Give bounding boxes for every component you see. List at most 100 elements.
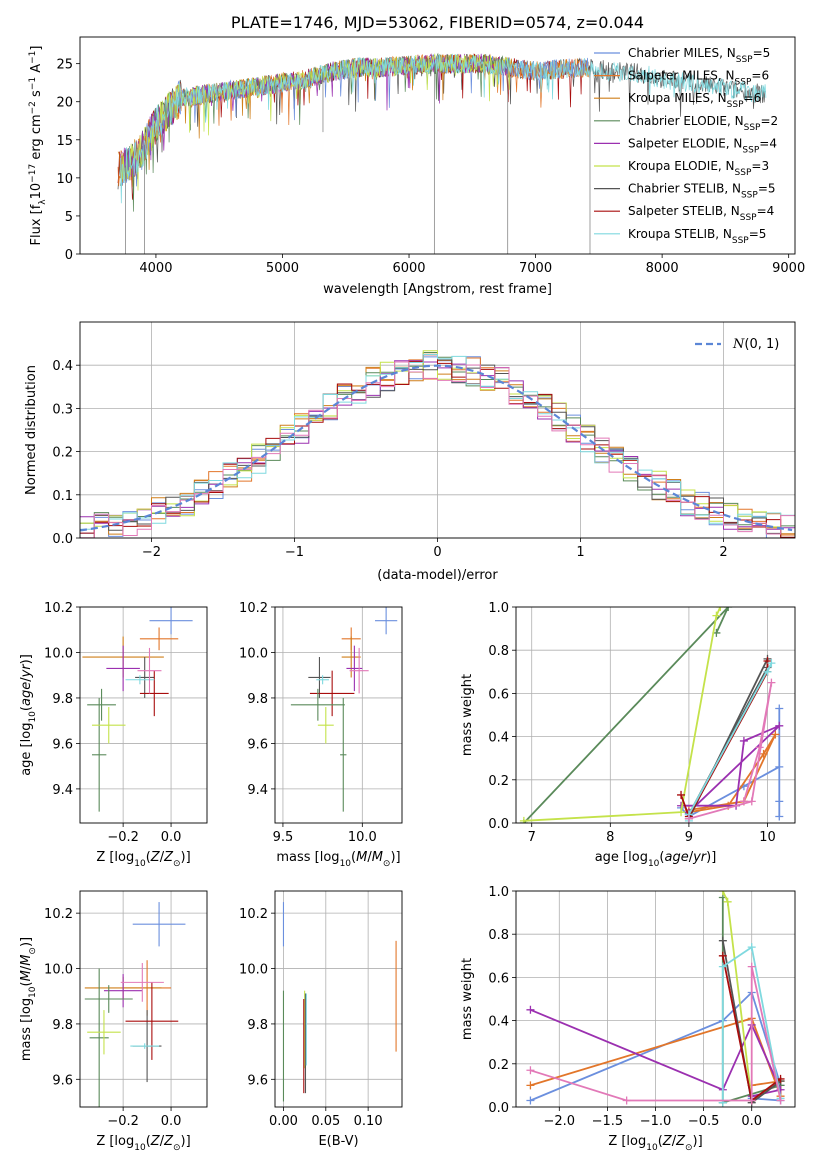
plot-area [117, 52, 767, 254]
x-axis-label-part: 10 [134, 859, 146, 869]
x-axis-label-part: )] [390, 850, 400, 865]
x-tick-label: −1 [285, 545, 304, 560]
legend-sub: SSP [727, 100, 744, 110]
panel-mass_vs_Z: −0.2 0.09.69.810.010.2Z [log10(Z/Z⊙)]mass… [19, 890, 208, 1153]
weight-marker [739, 797, 748, 806]
legend-entry: Chabrier STELIB, NSSP=5 [628, 182, 776, 201]
y-axis-label-part: erg cm [29, 114, 44, 163]
x-axis-label-part: 10 [648, 859, 660, 869]
x-axis-label-part: M [372, 850, 383, 865]
y-tick-label: 9.6 [52, 1073, 73, 1088]
y-axis-label-part: Flux [f [29, 204, 44, 245]
axes-frame [515, 890, 796, 1108]
axes-frame [79, 606, 208, 824]
y-axis-label-part: ⊙ [28, 947, 38, 955]
y-axis-label-part: M [19, 970, 34, 981]
x-axis-label: age [log10(age/yr)] [595, 850, 717, 869]
weight-marker [747, 943, 756, 952]
y-axis-label: mass weight [460, 674, 475, 756]
weight-marker [755, 743, 764, 752]
y-axis-label-part: ( [19, 706, 34, 711]
legend-text: Chabrier MILES, N [628, 46, 736, 60]
x-axis-label: (data-model)/error [377, 568, 498, 583]
y-tick-label: 10.2 [44, 907, 73, 922]
y-tick-label: 0.6 [488, 687, 509, 702]
y-tick-label: 0.8 [488, 928, 509, 943]
y-tick-label: 0.0 [488, 817, 509, 832]
plot-area [282, 902, 397, 1102]
x-tick-label: −1.5 [592, 1114, 624, 1129]
weight-marker [526, 1081, 535, 1090]
weight-marker [776, 1074, 785, 1083]
legend-entry: N(0, 1) [732, 337, 779, 352]
legend-sub: SSP [742, 145, 759, 155]
x-tick-label: 8 [606, 830, 614, 845]
weight-marker [724, 607, 733, 611]
y-axis-label: Flux [fλ10−17 erg cm−2 s−1 A−1] [28, 46, 48, 246]
x-axis-label-part: Z [662, 1134, 673, 1149]
x-tick-label: −0.2 [107, 1114, 139, 1129]
y-axis-label-part: age [19, 682, 34, 706]
weight-marker [747, 1096, 756, 1105]
legend-suffix: =6 [751, 69, 769, 83]
weight-marker [712, 611, 721, 620]
x-tick-label: −2 [142, 545, 161, 560]
x-tick-label: 0.10 [354, 1114, 383, 1129]
y-axis-label: Normed distribution [24, 365, 39, 495]
x-axis-label-part: ( [146, 850, 151, 865]
axes-frame [515, 606, 796, 824]
axes-frame [79, 36, 796, 255]
x-axis-label: Z [log10(Z/Z⊙)] [96, 1134, 190, 1153]
y-tick-label: 1.0 [488, 601, 509, 616]
x-axis-label-part: ⊙ [383, 859, 391, 869]
x-axis-label-part: / [672, 1134, 677, 1149]
legend-sub: SSP [741, 191, 758, 201]
x-axis-label-part: Z [log [608, 1134, 646, 1149]
x-tick-label: 1 [576, 545, 584, 560]
x-axis-label-part: yr [692, 850, 708, 865]
y-tick-label: 9.8 [247, 1018, 268, 1033]
legend-sub: SSP [735, 78, 752, 88]
x-axis-label-part: mass [log [276, 850, 339, 865]
weight-marker [771, 730, 780, 739]
x-axis-label: wavelength [Angstrom, rest frame] [323, 282, 552, 297]
x-tick-label: 0.0 [741, 1114, 762, 1129]
x-axis-label-part: / [367, 850, 372, 865]
y-axis-label-part: A [29, 64, 44, 77]
legend-sub: SSP [744, 123, 761, 133]
weight-marker [519, 816, 528, 823]
y-tick-label: 10.0 [239, 646, 268, 661]
x-axis-label: E(B-V) [318, 1134, 358, 1149]
legend-entry: Kroupa ELODIE, NSSP=3 [628, 159, 769, 178]
x-tick-label: 4000 [139, 261, 172, 276]
y-tick-label: 0.8 [488, 644, 509, 659]
y-tick-label: 9.4 [247, 783, 268, 798]
x-tick-label: 0 [433, 545, 441, 560]
x-axis-label-part: ( [351, 850, 356, 865]
x-tick-label: −0.5 [688, 1114, 720, 1129]
y-axis-label-part: )] [19, 654, 34, 664]
x-axis-label-part: Z [163, 1134, 174, 1149]
x-axis-label-part: 10 [646, 1143, 658, 1153]
spectrum-line-kroupa_stelib [120, 53, 767, 204]
y-axis-label-part: age [log [19, 723, 34, 776]
y-axis-label-part: / [19, 677, 34, 682]
x-axis-label-part: Z [150, 1134, 161, 1149]
weight-marker [677, 808, 686, 817]
panel-mass_vs_ebv: 0.00 0.05 0.10 9.6 9.8 10.0 10.2 [239, 890, 403, 1129]
weight-line-chabrier_elodie [523, 607, 730, 823]
panel-age_vs_Z: −0.2 0.09.49.69.810.010.2Z [log10(Z/Z⊙)]a… [19, 601, 208, 869]
legend-suffix: =4 [757, 204, 775, 218]
legend-suffix: =5 [753, 46, 771, 60]
x-axis-label: Z [log10(Z/Z⊙)] [96, 850, 190, 869]
x-tick-label: 9000 [772, 261, 805, 276]
legend-text: Kroupa ELODIE, N [628, 159, 735, 173]
y-tick-label: 15 [56, 134, 73, 149]
legend-text: Chabrier ELODIE, N [628, 114, 744, 128]
weight-marker [763, 667, 772, 676]
weight-line-kroupa_elodie [523, 607, 722, 822]
y-axis-label-part: 10 [28, 711, 38, 723]
x-axis-label-part: / [689, 850, 694, 865]
x-axis-label-part: ⊙ [173, 859, 181, 869]
x-tick-label: 0.0 [161, 1114, 182, 1129]
